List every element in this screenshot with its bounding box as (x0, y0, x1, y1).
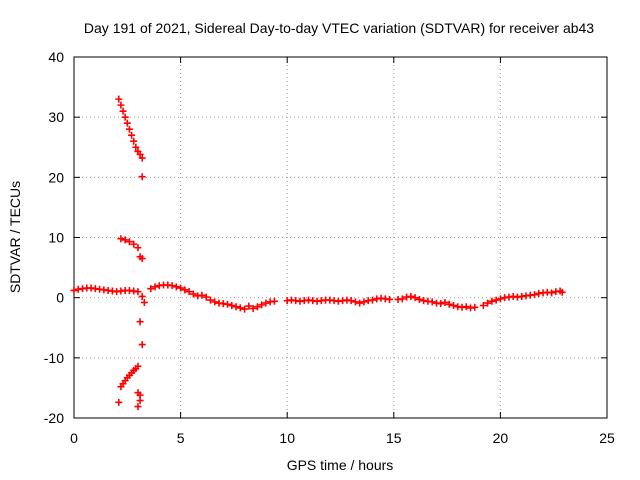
data-point-marker (138, 173, 146, 181)
y-tick-label: 20 (48, 169, 64, 185)
data-point-marker (115, 95, 123, 103)
data-point-marker (241, 305, 249, 313)
data-markers (70, 95, 566, 411)
data-point-marker (115, 398, 123, 406)
axis-ticks: 0 5 10 15 20 25 -20 -10 0 10 20 30 40 (44, 49, 615, 446)
x-tick-label: 25 (599, 430, 615, 446)
data-point-marker (125, 125, 133, 133)
data-point-marker (437, 300, 445, 308)
data-point-marker (189, 290, 197, 298)
data-point-marker (449, 301, 457, 309)
data-point-marker (407, 292, 415, 300)
data-point-marker (206, 296, 214, 304)
data-point-marker (117, 101, 125, 109)
data-point-marker (236, 304, 244, 312)
y-tick-label: 40 (48, 49, 64, 65)
y-tick-label: 10 (48, 230, 64, 246)
data-point-marker (138, 341, 146, 349)
data-point-marker (140, 298, 148, 306)
x-tick-label: 20 (493, 430, 509, 446)
data-point-marker (462, 303, 470, 311)
x-tick-label: 10 (279, 430, 295, 446)
data-point-marker (198, 291, 206, 299)
data-point-marker (70, 286, 78, 294)
data-point-marker (270, 297, 278, 305)
data-point-marker (177, 284, 185, 292)
y-tick-label: 0 (56, 290, 64, 306)
data-point-marker (258, 301, 266, 309)
data-point-marker (445, 300, 453, 308)
data-point-marker (245, 302, 253, 310)
data-point-marker (136, 150, 144, 158)
plot-frame (73, 56, 608, 419)
x-tick-label: 15 (386, 430, 402, 446)
x-axis-label: GPS time / hours (287, 457, 394, 473)
data-point-marker (253, 303, 261, 311)
data-point-marker (488, 297, 496, 305)
data-point-marker (125, 238, 133, 246)
chart-title: Day 191 of 2021, Sidereal Day-to-day VTE… (84, 20, 594, 36)
data-point-marker (134, 362, 142, 370)
data-point-marker (136, 318, 144, 326)
data-point-marker (411, 294, 419, 302)
data-point-marker (441, 298, 449, 306)
y-axis-label: SDTVAR / TECUs (7, 181, 23, 293)
x-tick-label: 5 (177, 430, 185, 446)
data-point-marker (415, 295, 423, 303)
data-point-marker (479, 301, 487, 309)
y-tick-label: 30 (48, 109, 64, 125)
data-point-marker (121, 236, 129, 244)
data-point-marker (492, 296, 500, 304)
data-point-marker (356, 299, 364, 307)
data-point-marker (360, 298, 368, 306)
data-point-marker (130, 240, 138, 248)
data-point-marker (471, 303, 479, 311)
data-point-marker (134, 403, 142, 411)
grid (74, 57, 607, 418)
data-point-marker (134, 244, 142, 252)
data-point-marker (386, 295, 394, 303)
data-point-marker (134, 288, 142, 296)
data-point-marker (496, 295, 504, 303)
data-point-marker (151, 283, 159, 291)
data-point-marker (202, 293, 210, 301)
data-point-marker (138, 292, 146, 300)
data-point-marker (211, 298, 219, 306)
data-point-marker (138, 154, 146, 162)
data-point-marker (128, 131, 136, 139)
data-point-marker (548, 289, 556, 297)
data-point-marker (224, 300, 232, 308)
data-point-marker (262, 299, 270, 307)
data-point-marker (181, 286, 189, 294)
data-point-marker (117, 235, 125, 243)
data-point-marker (558, 288, 566, 296)
data-point-marker (531, 291, 539, 299)
y-tick-label: -10 (44, 350, 64, 366)
data-point-marker (249, 304, 257, 312)
data-point-marker (138, 255, 146, 263)
data-point-marker (185, 288, 193, 296)
data-point-marker (347, 297, 355, 305)
y-tick-label: -20 (44, 410, 64, 426)
data-point-marker (232, 303, 240, 311)
data-point-marker (398, 295, 406, 303)
data-point-marker (132, 143, 140, 151)
data-point-marker (121, 113, 129, 121)
x-tick-label: 0 (70, 430, 78, 446)
data-point-marker (484, 299, 492, 307)
data-point-marker (428, 298, 436, 306)
data-point-marker (119, 107, 127, 115)
data-point-marker (134, 389, 142, 397)
data-point-marker (147, 285, 155, 293)
data-point-marker (351, 298, 359, 306)
data-point-marker (172, 283, 180, 291)
data-point-marker (368, 296, 376, 304)
data-point-marker (168, 282, 176, 290)
data-point-marker (228, 301, 236, 309)
data-point-marker (130, 137, 138, 145)
data-point-marker (123, 119, 131, 127)
